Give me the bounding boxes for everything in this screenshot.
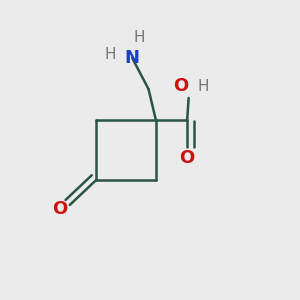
Text: N: N [125,49,140,67]
Text: H: H [134,30,145,45]
Text: H: H [198,79,209,94]
Text: O: O [179,149,195,167]
Text: O: O [52,200,67,218]
Text: H: H [104,47,116,62]
Text: O: O [174,77,189,95]
